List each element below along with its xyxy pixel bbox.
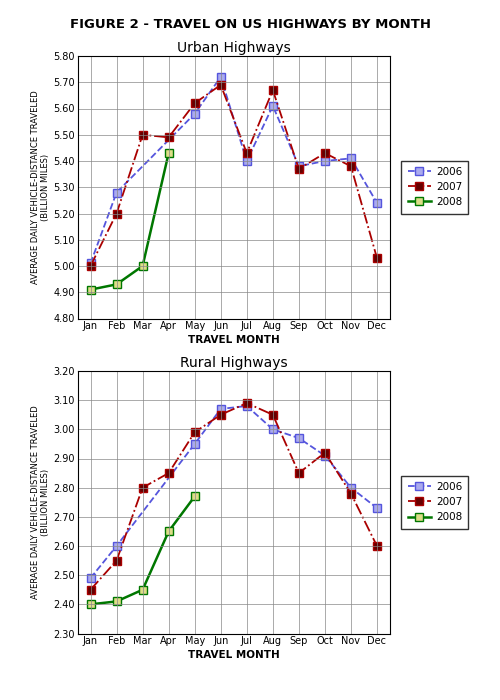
- Line: 2007: 2007: [86, 81, 381, 270]
- 2006: [192, 109, 198, 118]
- Line: 2008: 2008: [86, 149, 172, 293]
- Legend: 2006, 2007, 2008: 2006, 2007, 2008: [402, 476, 468, 528]
- 2008: [88, 600, 94, 608]
- 2008: [114, 280, 119, 288]
- 2006: [88, 574, 94, 582]
- 2007: [244, 399, 250, 407]
- 2006: [348, 154, 354, 162]
- 2007: [140, 130, 145, 139]
- Line: 2006: 2006: [86, 74, 381, 267]
- Y-axis label: AVERAGE DAILY VEHICLE-DISTANCE TRAVELED
(BILLION MILES): AVERAGE DAILY VEHICLE-DISTANCE TRAVELED …: [31, 405, 50, 599]
- X-axis label: TRAVEL MONTH: TRAVEL MONTH: [188, 335, 280, 345]
- 2006: [270, 102, 276, 110]
- 2006: [244, 157, 250, 165]
- 2006: [114, 542, 119, 550]
- 2006: [88, 259, 94, 267]
- 2008: [88, 286, 94, 294]
- 2007: [374, 542, 380, 550]
- Title: Rural Highways: Rural Highways: [180, 356, 288, 370]
- 2006: [296, 434, 302, 442]
- 2007: [218, 410, 224, 419]
- Line: 2006: 2006: [86, 402, 381, 582]
- 2008: [166, 149, 172, 158]
- 2007: [244, 149, 250, 158]
- 2007: [348, 489, 354, 498]
- 2007: [192, 428, 198, 436]
- 2006: [348, 484, 354, 492]
- 2006: [244, 402, 250, 410]
- Text: FIGURE 2 - TRAVEL ON US HIGHWAYS BY MONTH: FIGURE 2 - TRAVEL ON US HIGHWAYS BY MONT…: [70, 18, 430, 31]
- 2006: [296, 162, 302, 171]
- 2008: [114, 597, 119, 606]
- 2007: [114, 556, 119, 565]
- 2007: [192, 99, 198, 107]
- X-axis label: TRAVEL MONTH: TRAVEL MONTH: [188, 650, 280, 660]
- 2007: [348, 162, 354, 171]
- 2008: [140, 262, 145, 270]
- 2007: [166, 133, 172, 141]
- 2007: [166, 469, 172, 477]
- 2006: [270, 425, 276, 433]
- 2006: [374, 504, 380, 512]
- 2008: [166, 527, 172, 536]
- Line: 2007: 2007: [86, 399, 381, 594]
- Legend: 2006, 2007, 2008: 2006, 2007, 2008: [402, 161, 468, 214]
- Line: 2008: 2008: [86, 493, 198, 608]
- 2007: [270, 86, 276, 94]
- 2007: [114, 209, 119, 218]
- 2007: [218, 80, 224, 89]
- 2006: [114, 188, 119, 197]
- 2006: [192, 440, 198, 448]
- Y-axis label: AVERAGE DAILY VEHICLE-DISTANCE TRAVELED
(BILLION MILES): AVERAGE DAILY VEHICLE-DISTANCE TRAVELED …: [31, 90, 50, 284]
- 2007: [88, 585, 94, 594]
- 2007: [88, 262, 94, 270]
- 2007: [296, 469, 302, 477]
- 2006: [218, 405, 224, 413]
- 2006: [218, 73, 224, 81]
- 2006: [374, 199, 380, 207]
- 2007: [374, 254, 380, 262]
- Title: Urban Highways: Urban Highways: [177, 41, 290, 55]
- 2007: [322, 449, 328, 457]
- 2007: [140, 484, 145, 492]
- 2008: [140, 585, 145, 594]
- 2007: [322, 149, 328, 158]
- 2007: [270, 410, 276, 419]
- 2007: [296, 164, 302, 173]
- 2006: [322, 452, 328, 460]
- 2006: [322, 157, 328, 165]
- 2008: [192, 492, 198, 500]
